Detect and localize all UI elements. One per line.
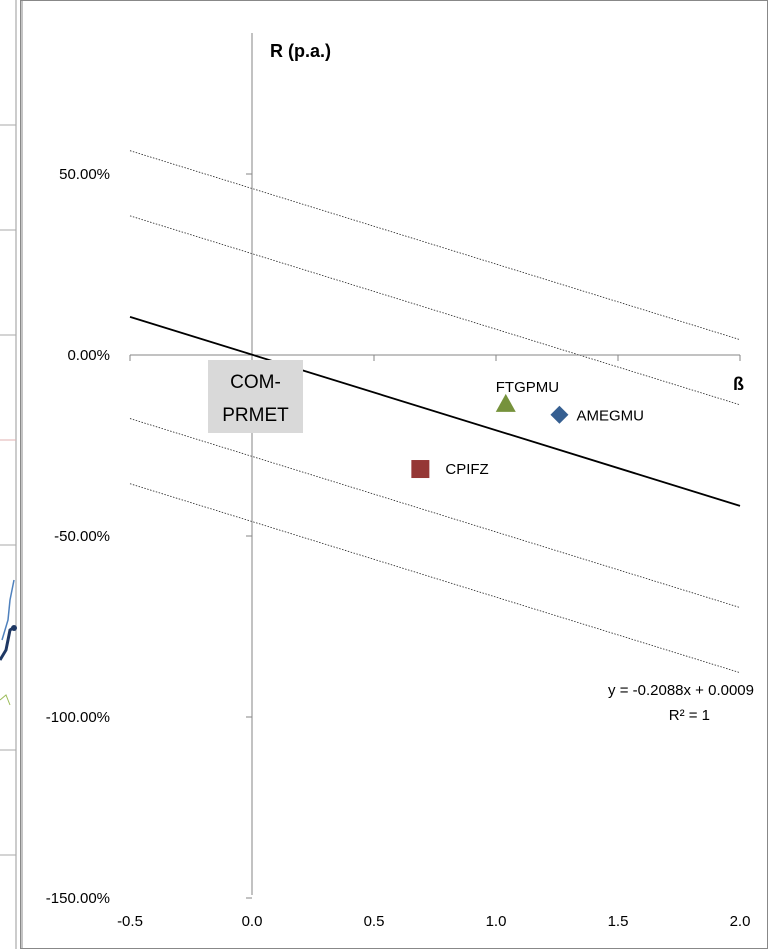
- chart-frame: [20, 0, 768, 949]
- y-tick-label: 0.00%: [67, 347, 110, 364]
- y-tick-label: -150.00%: [46, 890, 110, 907]
- dotted-line-3: [129, 418, 741, 608]
- point-label-ftgpmu: FTGPMU: [496, 379, 559, 396]
- x-tick-label: 0.5: [364, 913, 385, 930]
- origin-box: [208, 360, 303, 433]
- y-tick-label: -50.00%: [54, 528, 110, 545]
- dotted-line-1: [129, 150, 741, 341]
- origin-box-line1: COM-: [230, 372, 281, 393]
- y-axis-title: R (p.a.): [270, 41, 331, 61]
- x-tick-label: 1.0: [486, 913, 507, 930]
- origin-box-line2: PRMET: [222, 405, 289, 426]
- x-tick-label: 2.0: [730, 913, 751, 930]
- x-tick-label: 0.0: [242, 913, 263, 930]
- y-tick-label: -100.00%: [46, 709, 110, 726]
- point-label-cpifz: CPIFZ: [445, 461, 488, 478]
- point-ftgpmu: [495, 393, 516, 412]
- trendline: [129, 316, 741, 507]
- left-panel-remnant: [0, 0, 17, 949]
- trendline-r2: R² = 1: [669, 707, 710, 724]
- point-label-amegmu: AMEGMU: [576, 408, 644, 425]
- dotted-line-4: [129, 483, 741, 674]
- point-amegmu: [550, 405, 569, 424]
- x-tick-label: 1.5: [608, 913, 629, 930]
- y-tick-label: 50.00%: [59, 166, 110, 183]
- trendline-equation: y = -0.2088x + 0.0009: [608, 682, 754, 699]
- x-tick-label: -0.5: [117, 913, 143, 930]
- dotted-line-2: [129, 215, 741, 406]
- x-axis-title: ß: [733, 374, 744, 394]
- point-cpifz: [411, 460, 430, 479]
